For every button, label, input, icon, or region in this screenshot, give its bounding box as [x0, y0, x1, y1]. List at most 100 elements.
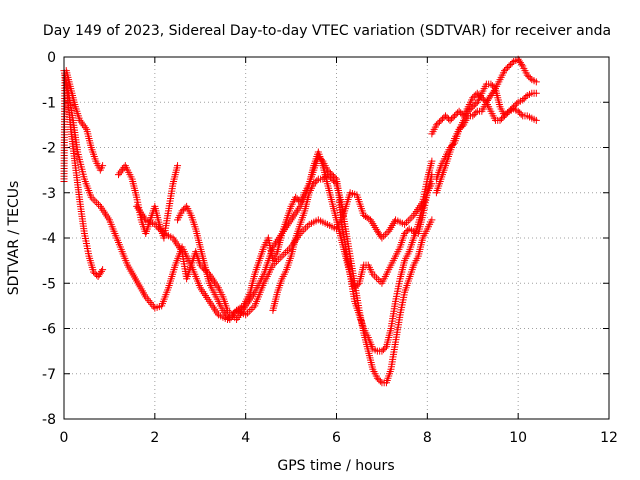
x-tick-label: 6: [332, 430, 341, 446]
data-point: [437, 116, 445, 124]
data-point: [91, 197, 99, 205]
data-point: [428, 216, 436, 224]
data-point: [451, 112, 459, 120]
data-point: [319, 175, 327, 183]
data-point: [523, 71, 531, 79]
data-point: [532, 116, 540, 124]
data-point: [292, 193, 300, 201]
data-point: [488, 82, 496, 90]
data-point: [119, 165, 127, 173]
data-point: [508, 104, 516, 112]
data-point: [518, 60, 526, 68]
data-point: [449, 113, 457, 121]
data-point: [435, 118, 443, 126]
data-point: [79, 120, 87, 128]
data-point: [149, 302, 157, 310]
data-point: [475, 91, 483, 99]
y-tick-label: -2: [42, 141, 56, 157]
data-point: [93, 199, 101, 207]
data-point: [401, 220, 409, 228]
series-track-4: [115, 162, 182, 242]
data-point: [490, 83, 498, 91]
series-track-9: [432, 80, 540, 197]
data-point: [293, 195, 301, 203]
data-point: [519, 96, 527, 104]
data-point: [151, 220, 159, 228]
data-point: [328, 175, 336, 183]
y-axis-label: SDTVAR / TECUs: [6, 181, 22, 296]
data-point: [372, 274, 380, 282]
data-point: [467, 104, 475, 112]
data-point: [365, 215, 373, 223]
y-tick-label: -3: [42, 186, 56, 202]
data-point: [153, 222, 161, 230]
x-tick-label: 12: [600, 430, 618, 446]
data-point: [511, 101, 519, 109]
data-point: [178, 207, 186, 215]
data-point: [446, 116, 454, 124]
data-point: [156, 226, 164, 234]
y-tick-label: -4: [42, 231, 56, 247]
data-point: [280, 250, 288, 258]
data-point: [148, 300, 156, 308]
data-point: [408, 213, 416, 221]
data-point: [243, 309, 251, 317]
data-point: [402, 219, 410, 227]
data-point: [317, 156, 325, 164]
y-tick-label: 0: [47, 50, 56, 66]
data-point: [331, 178, 339, 186]
data-point: [501, 67, 509, 75]
x-axis-label: GPS time / hours: [277, 458, 394, 474]
data-point: [472, 100, 480, 108]
data-point: [379, 346, 387, 354]
data-series: [60, 55, 540, 387]
data-point: [428, 171, 436, 179]
data-point: [487, 80, 495, 88]
data-point: [517, 110, 525, 118]
data-point: [498, 115, 506, 123]
data-point: [146, 298, 154, 306]
data-point: [381, 344, 389, 352]
data-point: [311, 178, 319, 186]
data-point: [231, 308, 239, 316]
y-tick-label: -8: [42, 412, 56, 428]
series-track-7: [269, 171, 436, 387]
data-point: [313, 177, 321, 185]
data-point: [472, 109, 480, 117]
data-point: [314, 153, 322, 161]
data-point: [274, 256, 282, 264]
data-point: [381, 231, 389, 239]
data-point: [228, 312, 236, 320]
data-point: [532, 78, 540, 86]
data-point: [520, 94, 528, 102]
data-point: [303, 222, 311, 230]
data-point: [97, 267, 105, 275]
data-point: [442, 112, 449, 120]
data-point: [145, 297, 153, 305]
data-point: [514, 107, 522, 115]
x-tick-label: 10: [509, 430, 527, 446]
data-point: [469, 94, 477, 102]
data-point: [505, 62, 513, 70]
data-point: [504, 109, 512, 117]
chart-title: Day 149 of 2023, Sidereal Day-to-day VTE…: [43, 23, 611, 39]
x-tick-label: 2: [150, 430, 159, 446]
data-point: [525, 73, 533, 81]
x-tick-label: 8: [423, 430, 432, 446]
x-tick-labels: 0 2 4 6 8 10 12: [60, 430, 618, 446]
data-point: [501, 112, 509, 120]
data-point: [470, 101, 478, 109]
data-point: [499, 113, 507, 121]
data-point: [428, 157, 436, 165]
data-point: [326, 174, 334, 182]
data-point: [432, 121, 440, 129]
data-point: [526, 74, 534, 82]
data-point: [470, 92, 478, 100]
data-point: [282, 248, 290, 256]
data-point: [95, 201, 103, 209]
data-point: [278, 252, 286, 260]
y-tick-label: -7: [42, 367, 56, 383]
data-point: [508, 59, 516, 67]
data-point: [158, 228, 166, 236]
data-point: [180, 205, 188, 213]
